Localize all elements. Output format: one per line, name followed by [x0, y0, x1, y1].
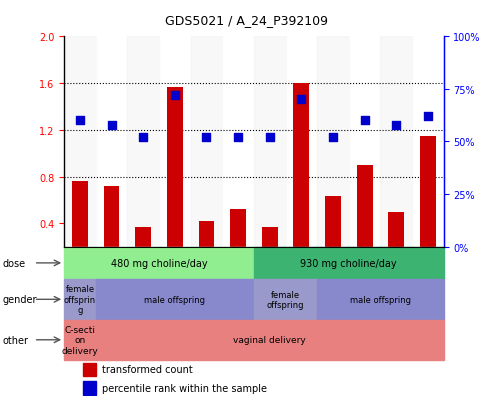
Bar [199, 221, 214, 271]
Bar [254, 247, 444, 280]
Text: 480 mg choline/day: 480 mg choline/day [111, 258, 207, 268]
Bar [64, 37, 96, 247]
Bar [262, 227, 278, 271]
Bar [254, 37, 285, 247]
Point [266, 135, 274, 141]
Point [297, 97, 305, 103]
Bar [64, 320, 96, 360]
Point [361, 118, 369, 124]
Text: male offspring: male offspring [350, 295, 411, 304]
Text: female
offspring: female offspring [267, 290, 304, 309]
Bar [349, 37, 381, 247]
Bar [159, 37, 191, 247]
Bar [64, 247, 254, 280]
Text: female
offsprin
g: female offsprin g [64, 285, 96, 314]
Bar [317, 280, 444, 320]
Text: gender: gender [2, 294, 37, 304]
Bar [83, 381, 96, 395]
Bar [64, 280, 96, 320]
Point [203, 135, 211, 141]
Point [107, 122, 115, 128]
Text: vaginal delivery: vaginal delivery [233, 335, 306, 344]
Bar [222, 37, 254, 247]
Bar [104, 186, 119, 271]
Point [139, 135, 147, 141]
Bar [127, 37, 159, 247]
Text: GDS5021 / A_24_P392109: GDS5021 / A_24_P392109 [165, 14, 328, 27]
Bar [72, 182, 88, 271]
Bar [167, 87, 183, 271]
Bar [230, 210, 246, 271]
Text: male offspring: male offspring [144, 295, 205, 304]
Text: dose: dose [2, 258, 26, 268]
Text: other: other [2, 335, 29, 345]
Point [329, 135, 337, 141]
Bar [96, 280, 254, 320]
Bar [285, 37, 317, 247]
Bar [254, 280, 317, 320]
Bar [325, 197, 341, 271]
Point [392, 122, 400, 128]
Bar [381, 37, 412, 247]
Bar [412, 37, 444, 247]
Bar [83, 363, 96, 377]
Bar [191, 37, 222, 247]
Bar [388, 212, 404, 271]
Bar [357, 166, 373, 271]
Point [234, 135, 242, 141]
Bar [135, 227, 151, 271]
Bar [420, 136, 436, 271]
Text: C-secti
on
delivery: C-secti on delivery [62, 325, 98, 355]
Point [424, 114, 432, 120]
Point [76, 118, 84, 124]
Bar [293, 84, 309, 271]
Text: transformed count: transformed count [102, 365, 193, 375]
Point [171, 93, 179, 99]
Bar [96, 37, 127, 247]
Text: 930 mg choline/day: 930 mg choline/day [301, 258, 397, 268]
Text: percentile rank within the sample: percentile rank within the sample [102, 383, 267, 393]
Bar [317, 37, 349, 247]
